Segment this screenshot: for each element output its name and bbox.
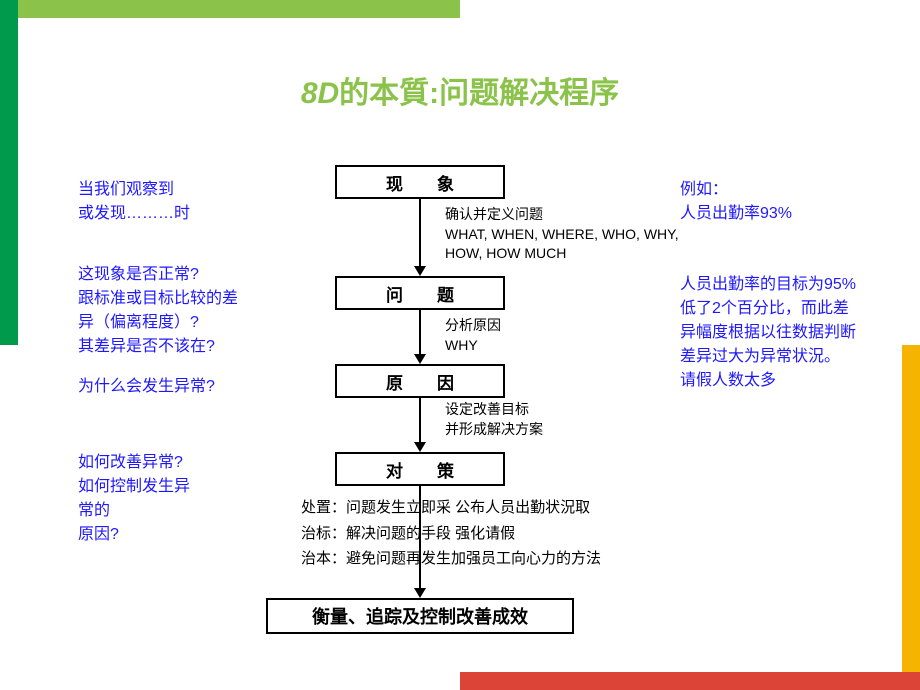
flow-label-l1: 确认并定义问题WHAT, WHEN, WHERE, WHO, WHY,HOW, … (445, 205, 679, 264)
left-note-ln2: 这现象是否正常?跟标准或目标比较的差异（偏离程度）?其差异是否不该在? (78, 263, 238, 359)
flow-box-b3: 原因 (335, 364, 505, 398)
slide-title: 8D的本質:问题解决程序 (18, 68, 902, 112)
right-note-rn2: 人员出勤率的目标为95%低了2个百分比，而此差异幅度根据以往数据判断差异过大为异… (680, 273, 856, 393)
border-top (0, 0, 460, 18)
flow-box-final: 衡量、追踪及控制改善成效 (266, 598, 574, 634)
title-emph: 8D (301, 77, 339, 110)
flow-box-b4: 对策 (335, 452, 505, 486)
flow-box-b1: 现象 (335, 165, 505, 199)
flow-arrowhead-3 (414, 588, 426, 598)
title-rest: 的本質:问题解决程序 (339, 77, 619, 110)
flow-box-b2: 问题 (335, 276, 505, 310)
flow-arrow-2 (419, 398, 421, 442)
flow-label-l3: 设定改善目标并形成解决方案 (445, 400, 543, 439)
border-bottom (460, 672, 920, 690)
flow-arrowhead-2 (414, 442, 426, 452)
flow-arrow-1 (419, 310, 421, 354)
left-note-ln1: 当我们观察到或发现………时 (78, 178, 190, 226)
bottom-notes: 处置：问题发生立即采 公布人员出勤状況取治标：解决问题的手段 强化请假治本：避免… (301, 495, 601, 572)
flow-label-l2: 分析原因WHY (445, 316, 501, 355)
slide-content: 8D的本質:问题解决程序 现象问题原因对策衡量、追踪及控制改善成效 确认并定义问题… (18, 18, 902, 672)
left-note-ln3: 为什么会发生异常? (78, 375, 215, 399)
flow-arrow-0 (419, 199, 421, 266)
flow-arrowhead-0 (414, 266, 426, 276)
border-right (902, 345, 920, 690)
right-note-rn1: 例如：人员出勤率93% (680, 178, 792, 226)
flow-arrowhead-1 (414, 354, 426, 364)
left-note-ln4: 如何改善异常?如何控制发生异常的原因? (78, 451, 190, 547)
border-left (0, 0, 18, 345)
